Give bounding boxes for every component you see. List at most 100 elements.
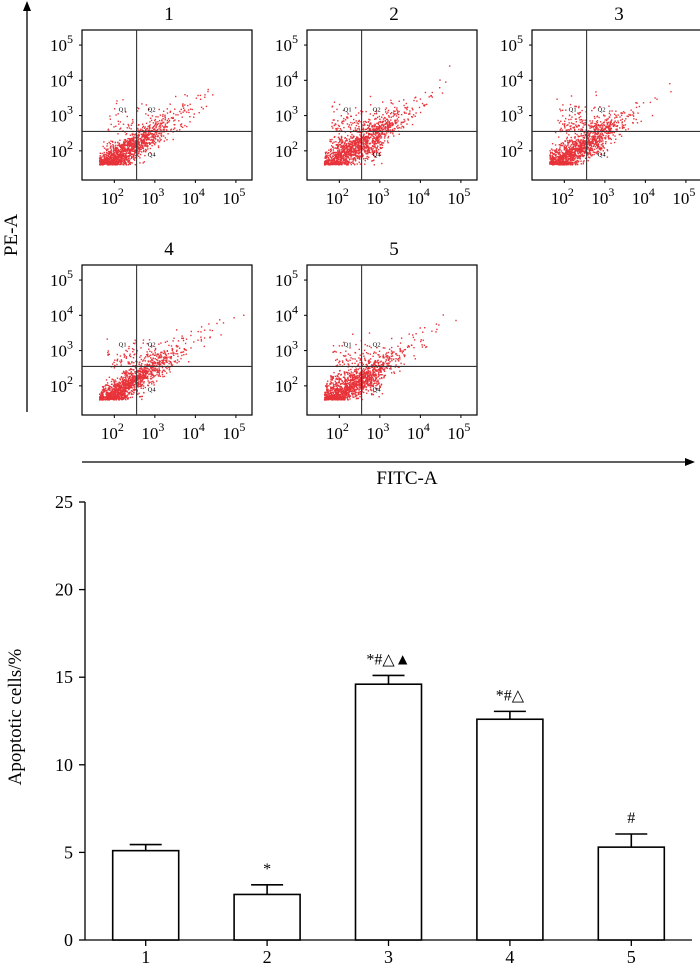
scatter-dots [549, 83, 672, 166]
y-axis-label: Apoptotic cells/% [5, 648, 26, 785]
pe-a-axis-arrowhead [23, 1, 31, 11]
bar-group-4: 4 *#△ [476, 687, 544, 965]
y-tick-label: 104 [500, 67, 523, 90]
bar-group-1: 1 [111, 843, 180, 965]
y-tick-label: 105 [500, 32, 523, 55]
y-tick-label: 104 [275, 302, 298, 325]
quadrant-label: Q4 [373, 386, 382, 393]
quadrant-label: Q2 [148, 106, 156, 113]
x-tick-label: 105 [447, 185, 470, 208]
y-tick-label: 105 [50, 267, 73, 290]
y-tick-label: 104 [50, 67, 73, 90]
bar-1 [111, 849, 180, 941]
x-tick-label: 104 [407, 185, 430, 208]
flow-panel-number: 1 [164, 4, 174, 25]
x-tick-label: 103 [366, 185, 389, 208]
significance-annotation: * [263, 861, 271, 878]
scatter-dots [99, 314, 245, 401]
flow-panel-number: 5 [389, 239, 399, 260]
x-tick-label: 103 [141, 420, 164, 443]
x-tick-label: 104 [182, 185, 205, 208]
bar-group-3: 3 *#△▲ [354, 651, 423, 965]
x-tick-label: 102 [101, 420, 124, 443]
x-tick-label: 105 [672, 185, 695, 208]
bar-group-2: 2* [233, 861, 301, 965]
scatter-dots [98, 88, 214, 166]
quadrant-label: Q2 [373, 341, 381, 348]
flow-cytometry-section: PE-A FITC-A 1 Q1 Q2 Q4 102 103 104 105 102 103 104… [1, 1, 700, 489]
quadrant-label: Q1 [344, 341, 352, 348]
flow-panel-5: 5 Q1 Q2 Q4 102 103 104 105 102 103 104 105 [275, 239, 478, 443]
x-tick-label: 5 [627, 947, 636, 965]
y-tick-label: 102 [275, 373, 298, 396]
bar-3 [354, 683, 423, 941]
significance-annotation: *#△ [496, 687, 525, 704]
x-tick-label: 2 [263, 947, 272, 965]
quadrant-label: Q1 [119, 341, 127, 348]
quadrant-label: Q1 [119, 106, 127, 113]
bar-2 [233, 893, 301, 941]
x-tick-label: 102 [326, 420, 349, 443]
bars: 1 2*3*#△▲4*#△5# [111, 651, 666, 965]
flow-panel-number: 2 [389, 4, 399, 25]
y-tick-label: 102 [275, 138, 298, 161]
scatter-dots [323, 65, 451, 166]
significance-annotation: # [627, 810, 635, 827]
y-tick-label: 104 [275, 67, 298, 90]
x-tick-label: 104 [407, 420, 430, 443]
quadrant-label: Q2 [598, 106, 606, 113]
y-tick-label: 20 [55, 580, 73, 600]
x-tick-label: 105 [447, 420, 470, 443]
bar-group-5: 5# [597, 810, 666, 965]
flow-panel-3: 3 Q1 Q2 Q4 102 103 104 105 102 103 104 105 [500, 4, 700, 208]
flow-panel-number: 3 [614, 4, 624, 25]
quadrant-label: Q2 [373, 106, 381, 113]
quadrant-label: Q1 [569, 106, 577, 113]
x-tick-label: 103 [141, 185, 164, 208]
y-tick-label: 10 [55, 755, 73, 775]
y-tick-label: 105 [275, 267, 298, 290]
x-tick-label: 3 [384, 947, 393, 965]
quadrant-label: Q4 [148, 386, 157, 393]
x-tick-label: 103 [591, 185, 614, 208]
x-tick-label: 4 [505, 947, 514, 965]
bar-5 [597, 846, 666, 941]
flow-panel-number: 4 [164, 239, 174, 260]
y-tick-label: 102 [50, 138, 73, 161]
y-tick-label: 103 [50, 338, 73, 361]
flow-panel-2: 2 Q1 Q2 Q4 102 103 104 105 102 103 104 105 [275, 4, 478, 208]
y-tick-label: 103 [50, 103, 73, 126]
flow-panels: 1 Q1 Q2 Q4 102 103 104 105 102 103 104 105 2 Q1 Q2 Q4 10… [50, 4, 700, 443]
quadrant-label: Q1 [344, 106, 352, 113]
y-tick-label: 103 [275, 338, 298, 361]
flow-plot-frame [81, 29, 253, 181]
y-tick-label: 103 [500, 103, 523, 126]
x-tick-label: 102 [101, 185, 124, 208]
fitc-a-axis-label: FITC-A [376, 468, 438, 489]
x-tick-label: 102 [551, 185, 574, 208]
fitc-a-axis-arrowhead [685, 458, 695, 466]
x-tick-label: 103 [366, 420, 389, 443]
x-tick-label: 102 [326, 185, 349, 208]
x-tick-label: 105 [222, 185, 245, 208]
y-tick-label: 105 [50, 32, 73, 55]
flow-panel-4: 4 Q1 Q2 Q4 102 103 104 105 102 103 104 105 [50, 239, 253, 443]
quadrant-label: Q4 [598, 151, 607, 158]
pe-a-axis-label: PE-A [1, 214, 22, 257]
y-tick-label: 102 [50, 373, 73, 396]
quadrant-label: Q2 [148, 341, 156, 348]
y-tick-label: 104 [50, 302, 73, 325]
flow-panel-1: 1 Q1 Q2 Q4 102 103 104 105 102 103 104 105 [50, 4, 253, 208]
y-tick-label: 0 [64, 930, 73, 950]
y-tick-label: 15 [55, 667, 73, 687]
quadrant-label: Q4 [148, 151, 157, 158]
y-tick-label: 103 [275, 103, 298, 126]
y-tick-label: 25 [55, 492, 73, 512]
significance-annotation: *#△▲ [366, 651, 410, 668]
y-tick-label: 5 [64, 842, 73, 862]
y-tick-label: 102 [500, 138, 523, 161]
x-tick-label: 104 [182, 420, 205, 443]
x-tick-label: 104 [632, 185, 655, 208]
